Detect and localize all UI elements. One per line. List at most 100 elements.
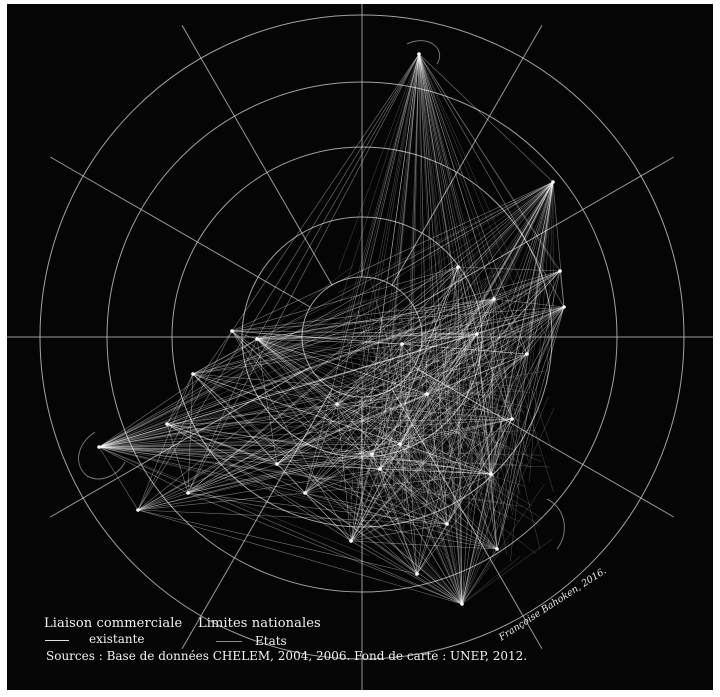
- trade-flow: [347, 339, 379, 496]
- trade-flow: [137, 443, 401, 511]
- trade-flow: [498, 359, 511, 423]
- trade-flow: [256, 338, 431, 529]
- trade-flow: [351, 392, 496, 473]
- trade-flow: [192, 338, 258, 375]
- trade-flow: [401, 298, 495, 345]
- trade-flow: [256, 322, 415, 340]
- trade-flow: [98, 306, 565, 448]
- trade-flow: [382, 441, 526, 487]
- trade-flow: [454, 411, 472, 490]
- trade-flow: [397, 329, 506, 337]
- trade-flow: [397, 388, 422, 487]
- trade-flow: [418, 53, 553, 451]
- trade-flow: [192, 266, 459, 375]
- trade-flow: [546, 181, 554, 386]
- trade-flow: [429, 450, 463, 605]
- trade-flow: [339, 53, 420, 488]
- trade-flow: [370, 413, 497, 501]
- trade-flow: [398, 181, 554, 464]
- trade-flow: [381, 320, 486, 451]
- trade-flow: [461, 538, 553, 605]
- trade-flow: [399, 318, 402, 412]
- trade-flow: [426, 270, 561, 395]
- country-node: [191, 372, 195, 376]
- trade-flow: [418, 53, 507, 555]
- trade-flow: [363, 404, 509, 447]
- trade-flow: [484, 459, 497, 518]
- country-node: [136, 508, 140, 512]
- trade-flow: [373, 305, 385, 370]
- trade-flow: [447, 181, 554, 454]
- trade-flow: [352, 384, 442, 462]
- trade-flow: [137, 393, 428, 511]
- trade-flow: [350, 540, 463, 605]
- trade-flow: [430, 384, 446, 500]
- trade-flow: [377, 343, 498, 476]
- trade-flow: [137, 509, 418, 575]
- trade-flow: [380, 316, 384, 337]
- trade-flow: [490, 298, 495, 475]
- trade-flow: [98, 392, 406, 448]
- trade-flow: [379, 468, 418, 575]
- trade-flow: [354, 331, 432, 376]
- trade-flow: [358, 484, 391, 512]
- trade-flow: [408, 53, 420, 416]
- trade-flow: [256, 338, 379, 458]
- trade-flow: [375, 330, 382, 374]
- trade-flow: [396, 386, 443, 436]
- graticule-meridian: [391, 24, 543, 286]
- trade-flow: [418, 53, 505, 439]
- trade-flow: [395, 345, 516, 460]
- trade-flow: [352, 363, 425, 500]
- trade-flow: [98, 446, 523, 507]
- trade-flow: [98, 423, 168, 448]
- trade-flow: [256, 338, 465, 496]
- trade-flow: [449, 181, 554, 288]
- trade-flow: [336, 403, 492, 475]
- trade-flow: [371, 333, 478, 455]
- trade-flow: [98, 441, 397, 448]
- trade-flow: [276, 463, 352, 542]
- trade-flow: [357, 403, 381, 492]
- trade-flow: [98, 446, 278, 465]
- country-node: [445, 522, 449, 526]
- trade-flow: [383, 407, 463, 520]
- trade-flow: [418, 53, 554, 493]
- trade-flow: [256, 338, 370, 408]
- trade-flow: [137, 181, 554, 511]
- trade-flow: [418, 53, 561, 272]
- trade-flow: [256, 338, 532, 469]
- trade-flow: [380, 307, 429, 414]
- trade-flow: [357, 344, 502, 421]
- trade-flow: [366, 304, 502, 518]
- trade-flow: [350, 442, 471, 488]
- trade-flow: [418, 430, 455, 485]
- trade-flow: [98, 446, 373, 455]
- trade-flow: [420, 479, 446, 500]
- trade-flow: [137, 492, 306, 511]
- trade-flow: [362, 424, 382, 446]
- polar-flow-map: Liaison commerciale existante Limites na…: [7, 4, 713, 690]
- trade-flow: [98, 299, 474, 448]
- trade-flow: [406, 458, 432, 513]
- country-node: [460, 602, 464, 606]
- trade-flow: [347, 409, 515, 451]
- trade-flow: [394, 411, 415, 421]
- trade-flow: [256, 298, 495, 340]
- country-node: [370, 452, 374, 456]
- trade-flow: [426, 393, 448, 525]
- trade-flow: [98, 303, 373, 448]
- trade-flow: [166, 330, 233, 425]
- trade-flow: [98, 389, 353, 448]
- trade-flow: [439, 348, 516, 434]
- country-node: [492, 297, 496, 301]
- trade-flow: [418, 53, 529, 461]
- trade-flow: [389, 442, 476, 475]
- trade-flow: [187, 353, 528, 494]
- trade-flow: [98, 370, 545, 448]
- trade-flow: [231, 330, 352, 542]
- trade-flow: [350, 523, 448, 542]
- trade-flow: [490, 353, 528, 475]
- trade-flow: [453, 181, 554, 339]
- trade-flow: [390, 416, 395, 498]
